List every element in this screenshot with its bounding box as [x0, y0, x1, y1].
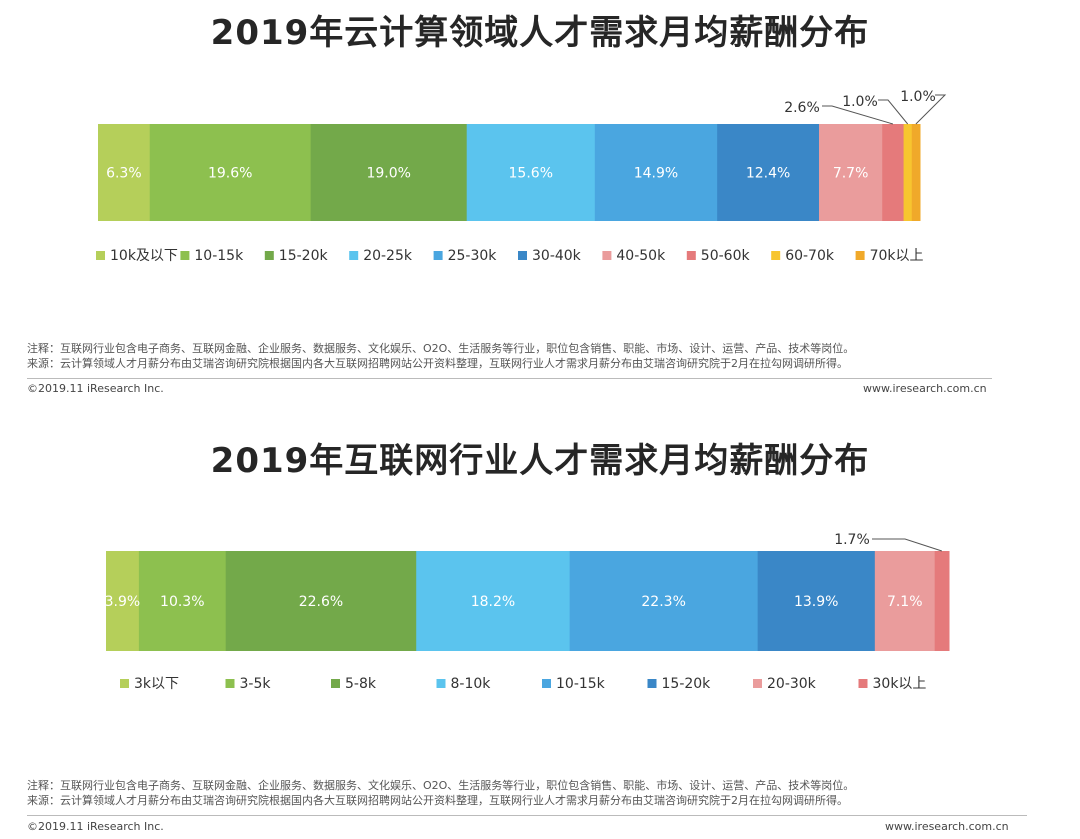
data-label: 15.6% — [509, 166, 553, 182]
bar-segment — [106, 551, 140, 651]
legend-swatch — [225, 679, 235, 688]
chart-panel-internet: 2019年互联网行业人才需求月均薪酬分布 3.9% 10.3% 22.6% 18.2%… — [0, 420, 1080, 839]
legend-label: 15-20k — [279, 248, 329, 264]
source-line: 来源：云计算领域人才月薪分布由艾瑞咨询研究院根据国内各大互联网招聘网站公开资料整… — [27, 794, 848, 807]
bar-segment — [903, 124, 913, 221]
legend-label: 30k以上 — [873, 676, 927, 692]
legend-label: 20-25k — [363, 248, 413, 264]
legend-swatch — [602, 251, 612, 260]
bar-segment — [98, 124, 151, 221]
data-label: 19.0% — [366, 166, 410, 182]
legend-swatch — [753, 679, 762, 688]
data-label: 2.6% — [784, 100, 820, 116]
legend-label: 15-20k — [662, 676, 712, 692]
legend-swatch — [855, 251, 865, 260]
legend-swatch — [349, 251, 359, 260]
data-label: 14.9% — [634, 166, 678, 182]
legend-swatch — [436, 679, 446, 688]
bar-segment — [225, 551, 417, 651]
data-label: 1.7% — [834, 532, 870, 548]
data-label: 3.9% — [105, 594, 141, 610]
legend-label: 40-50k — [616, 248, 666, 264]
legend-label: 30-40k — [532, 248, 582, 264]
legend-swatch — [858, 679, 868, 688]
bar-segment — [911, 124, 921, 221]
data-label: 1.0% — [900, 89, 936, 105]
chart-title: 2019年云计算领域人才需求月均薪酬分布 — [210, 13, 870, 53]
legend-label: 5-8k — [345, 676, 377, 692]
legend-label: 10k及以下 — [110, 248, 178, 264]
data-label: 13.9% — [794, 594, 838, 610]
bar-segment — [882, 124, 905, 221]
source-line: 来源：云计算领域人才月薪分布由艾瑞咨询研究院根据国内各大互联网招聘网站公开资料整… — [27, 357, 848, 370]
bar-segment — [149, 124, 312, 221]
legend-label: 3-5k — [240, 676, 272, 692]
legend-swatch — [647, 679, 657, 688]
bar-segment — [818, 124, 883, 221]
data-label: 18.2% — [471, 594, 515, 610]
legend-swatch — [542, 679, 551, 688]
bar-segment — [466, 124, 596, 221]
legend-label: 8-10k — [451, 676, 492, 692]
data-label: 22.6% — [299, 594, 343, 610]
data-label: 12.4% — [746, 166, 790, 182]
legend-label: 60-70k — [785, 248, 835, 264]
callout-line — [822, 105, 894, 125]
legend-swatch — [264, 251, 274, 260]
copyright: ©2019.11 iResearch Inc. — [27, 820, 164, 833]
data-label: 7.1% — [887, 594, 923, 610]
legend-swatch — [120, 679, 129, 688]
legend-swatch — [433, 251, 443, 260]
bar-segment — [757, 551, 876, 651]
stacked-bar-chart: 3.9% 10.3% 22.6% 18.2% 22.3% 13.9% 7.1% 1.7% 3k以… — [105, 532, 950, 692]
legend-label: 10-15k — [556, 676, 606, 692]
legend-label: 20-30k — [767, 676, 817, 692]
chart-panel-cloud: 2019年云计算领域人才需求月均薪酬分布 6.3% 19.6% 19.0% 15.6%… — [0, 0, 1080, 410]
legend-swatch — [96, 251, 105, 260]
bar-segment — [416, 551, 571, 651]
divider — [27, 815, 1027, 816]
data-label: 1.0% — [842, 94, 878, 110]
callout-line — [878, 99, 909, 125]
bar-segment — [594, 124, 718, 221]
callout-line — [915, 94, 947, 125]
bar-segment — [310, 124, 468, 221]
stacked-bar-chart: 6.3% 19.6% 19.0% 15.6% 14.9% 12.4% 7.7% 2.6% 1.0… — [96, 89, 947, 264]
legend-swatch — [771, 251, 781, 260]
callout-line — [872, 538, 942, 552]
legend-swatch — [518, 251, 527, 260]
chart-notes: 注释：互联网行业包含电子商务、互联网金融、企业服务、数据服务、文化娱乐、O2O、… — [27, 778, 854, 808]
note-line: 注释：互联网行业包含电子商务、互联网金融、企业服务、数据服务、文化娱乐、O2O、… — [27, 779, 855, 792]
data-label: 19.6% — [208, 166, 252, 182]
legend-label: 25-30k — [448, 248, 498, 264]
legend-label: 3k以下 — [134, 676, 179, 692]
legend-swatch — [686, 251, 696, 260]
website-link[interactable]: www.iresearch.com.cn — [863, 382, 987, 395]
legend-label: 70k以上 — [870, 248, 924, 264]
bar-segment — [934, 551, 950, 651]
website-link[interactable]: www.iresearch.com.cn — [885, 820, 1009, 833]
legend-label: 50-60k — [701, 248, 751, 264]
chart-notes: 注释：互联网行业包含电子商务、互联网金融、企业服务、数据服务、文化娱乐、O2O、… — [27, 341, 854, 371]
chart-title: 2019年互联网行业人才需求月均薪酬分布 — [210, 441, 870, 481]
bar-segment — [569, 551, 759, 651]
data-label: 22.3% — [641, 594, 685, 610]
data-label: 6.3% — [106, 166, 142, 182]
bar-segment — [874, 551, 936, 651]
data-label: 7.7% — [833, 166, 869, 182]
bar-segment — [138, 551, 227, 651]
bar-segment — [717, 124, 820, 221]
legend-label: 10-15k — [194, 248, 244, 264]
legend-swatch — [180, 251, 190, 260]
legend-swatch — [331, 679, 340, 688]
data-label: 10.3% — [160, 594, 204, 610]
note-line: 注释：互联网行业包含电子商务、互联网金融、企业服务、数据服务、文化娱乐、O2O、… — [27, 342, 855, 355]
divider — [27, 378, 992, 379]
copyright: ©2019.11 iResearch Inc. — [27, 382, 164, 395]
